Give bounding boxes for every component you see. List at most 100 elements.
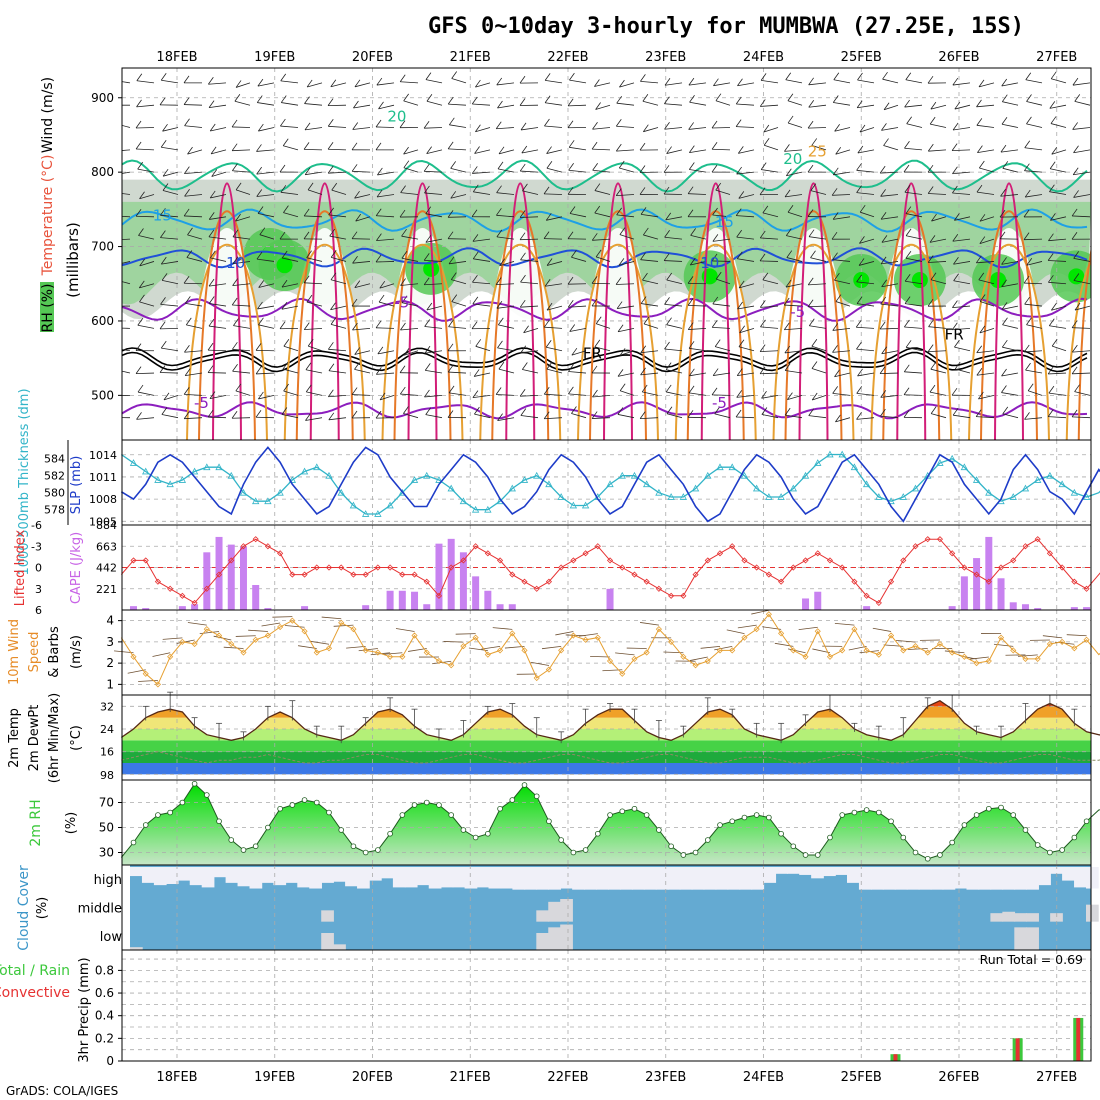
wind-barb-flag bbox=[378, 294, 385, 303]
wind-barb-flag bbox=[283, 205, 289, 213]
wind-barb-flag bbox=[954, 339, 960, 348]
wind-barb-flag bbox=[832, 345, 838, 353]
wind-barb-flag bbox=[759, 344, 766, 352]
data-point bbox=[863, 592, 870, 599]
wind-barb-flag bbox=[112, 411, 117, 418]
data-point bbox=[875, 493, 883, 500]
wind-barb bbox=[689, 101, 707, 106]
wind-barb bbox=[520, 127, 539, 131]
wind-barb bbox=[808, 283, 827, 286]
wind-barb-flag bbox=[1048, 275, 1054, 283]
wind-barb bbox=[642, 391, 659, 396]
data-point bbox=[961, 653, 968, 660]
wind-barb-flag bbox=[689, 257, 696, 266]
cloud-clear-cell bbox=[572, 867, 585, 890]
wind-barb bbox=[448, 216, 467, 218]
cloud-clear-cell bbox=[631, 867, 645, 890]
wind10m-barb bbox=[969, 656, 989, 660]
wind-barb-flag bbox=[139, 258, 146, 267]
wind-barb bbox=[403, 413, 419, 419]
wind-barb-flag bbox=[447, 364, 454, 373]
wind-barb-flag bbox=[139, 294, 145, 303]
cloud-clear-cell bbox=[584, 867, 597, 890]
wind-barb bbox=[787, 211, 803, 218]
data-point bbox=[960, 463, 969, 471]
wind-barb bbox=[184, 125, 203, 128]
wind-barb bbox=[620, 350, 635, 356]
wind10m-barb bbox=[798, 626, 818, 631]
wind-barb-flag bbox=[451, 294, 458, 302]
wind-barb bbox=[400, 192, 419, 195]
wind-barb-flag bbox=[641, 384, 648, 393]
data-point bbox=[240, 847, 247, 853]
wind-barb bbox=[763, 127, 779, 133]
wind-barb bbox=[451, 279, 467, 285]
wind-barb-flag bbox=[807, 120, 814, 129]
wind-barb-flag bbox=[209, 123, 216, 132]
data-point bbox=[997, 634, 1005, 641]
data-point bbox=[716, 647, 724, 654]
day-label: 27FEB bbox=[1036, 1070, 1077, 1085]
wind-barb-flag bbox=[903, 387, 910, 395]
data-point bbox=[765, 493, 773, 500]
wind-barb bbox=[859, 127, 875, 133]
data-point bbox=[142, 467, 150, 475]
cloud-cell bbox=[1002, 911, 1016, 922]
day-label: 23FEB bbox=[645, 1070, 686, 1085]
wind-barb-flag bbox=[857, 72, 863, 81]
rh-saturated-core bbox=[423, 260, 440, 277]
wind-barb bbox=[712, 238, 731, 242]
wind-barb bbox=[208, 325, 227, 329]
wind-barb-flag bbox=[472, 296, 479, 305]
wind-barb-flag bbox=[425, 206, 432, 214]
wind-barb-flag bbox=[281, 407, 288, 415]
wind-barb-flag bbox=[162, 168, 169, 177]
data-point bbox=[729, 818, 736, 825]
cloud-clear-cell bbox=[488, 867, 502, 889]
data-point bbox=[374, 649, 381, 656]
cape-tick-label: 884 bbox=[96, 519, 117, 532]
wind-barb-flag bbox=[855, 320, 862, 328]
data-point bbox=[985, 488, 993, 496]
wind-barb-flag bbox=[1023, 209, 1030, 218]
wind-barb-flag bbox=[592, 162, 598, 171]
data-point bbox=[410, 476, 419, 483]
wind-barb-flag bbox=[208, 100, 215, 108]
wind-barb bbox=[377, 350, 395, 355]
wind-barb-flag bbox=[735, 96, 742, 105]
wind-barb-flag bbox=[1048, 233, 1054, 241]
wind-barb-flag bbox=[498, 361, 505, 370]
panel-slp-frame bbox=[121, 439, 1092, 526]
data-point bbox=[215, 571, 223, 578]
wind-barb-flag bbox=[113, 185, 118, 192]
wind-barb-flag bbox=[399, 365, 406, 373]
wind-barb bbox=[688, 304, 707, 307]
wind-barb bbox=[688, 127, 707, 130]
rh-saturated-core bbox=[1068, 268, 1085, 285]
wind-barb-flag bbox=[544, 279, 551, 287]
wind-barb bbox=[139, 261, 155, 267]
wind-barb bbox=[306, 257, 323, 262]
data-point bbox=[924, 855, 931, 862]
cape-bar bbox=[142, 608, 150, 610]
day-label: 24FEB bbox=[743, 1070, 784, 1085]
data-point bbox=[692, 662, 699, 669]
cape-bar bbox=[227, 544, 235, 610]
wind10m-barb bbox=[223, 646, 244, 649]
cloud-row-middle bbox=[321, 899, 1099, 922]
wind-barb-flag bbox=[594, 183, 601, 191]
wind-barb-flag bbox=[616, 301, 623, 309]
wind-barb bbox=[184, 104, 203, 106]
wind-barb-flag bbox=[738, 191, 745, 199]
day-label: 26FEB bbox=[938, 1070, 979, 1085]
wind-barb-flag bbox=[786, 250, 793, 258]
wind-barb bbox=[1049, 191, 1067, 195]
wind-barb-flag bbox=[183, 75, 190, 84]
contour-label: 25 bbox=[808, 142, 827, 160]
data-point bbox=[374, 510, 382, 517]
wind-barb-flag bbox=[377, 346, 384, 355]
cape-bar bbox=[606, 588, 614, 610]
wind-barb-flag bbox=[256, 95, 263, 103]
data-point bbox=[447, 484, 455, 492]
